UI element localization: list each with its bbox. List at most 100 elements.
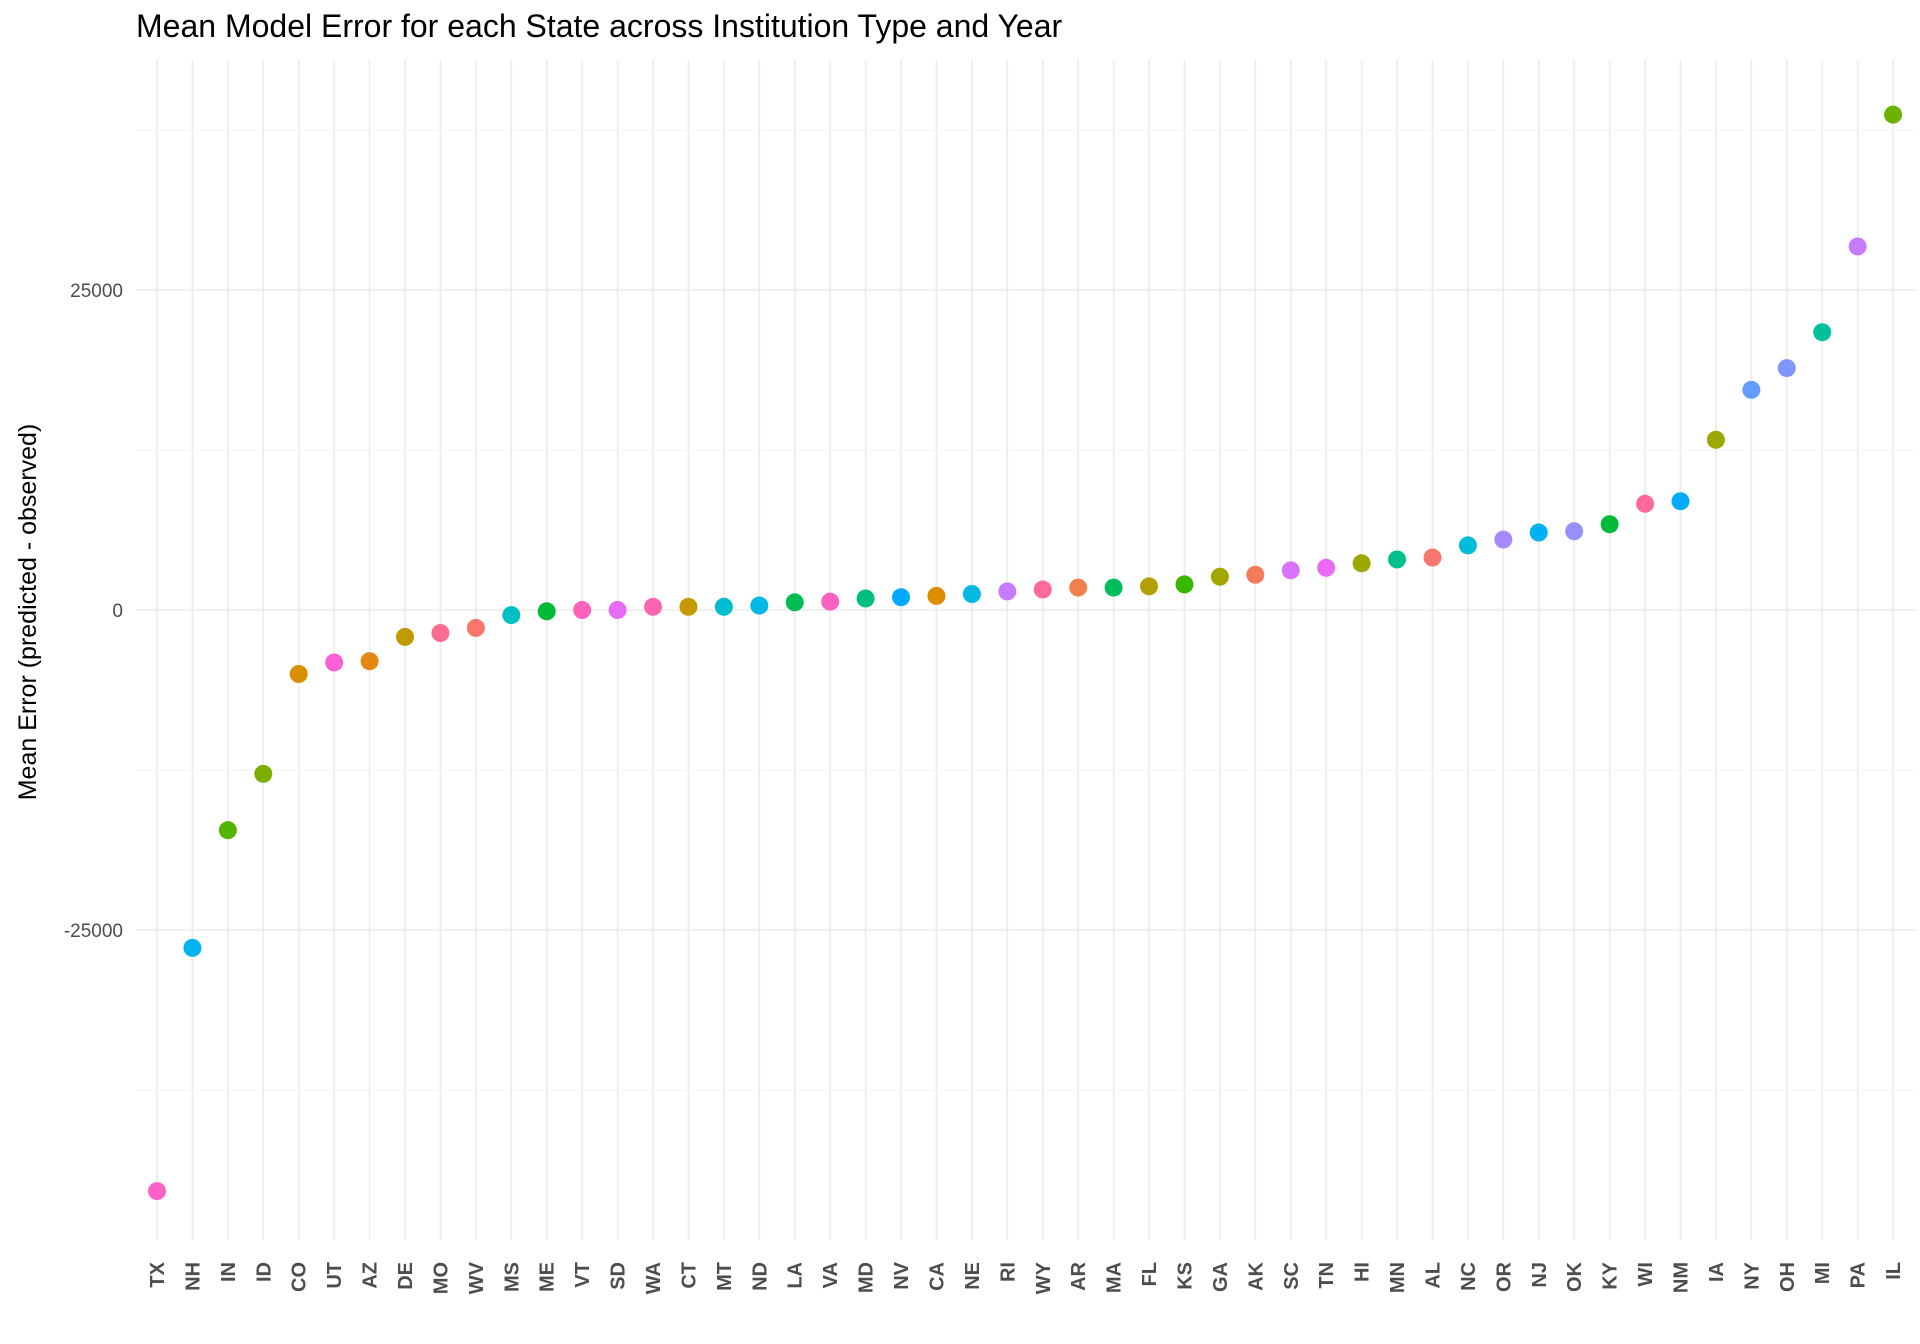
data-point-nc — [1458, 536, 1477, 555]
data-point-wa — [644, 597, 663, 616]
data-point-ks — [1175, 575, 1194, 594]
x-tick-label: NV — [891, 1261, 913, 1289]
data-point-ma — [1104, 578, 1123, 597]
x-tick-label: MA — [1104, 1262, 1126, 1293]
x-tick-label: AL — [1422, 1262, 1444, 1289]
data-point-nv — [892, 588, 911, 607]
data-point-la — [785, 593, 804, 612]
data-point-oh — [1777, 359, 1796, 378]
x-tick-label: OR — [1493, 1261, 1515, 1292]
x-tick-label: IL — [1883, 1262, 1905, 1280]
data-point-ca — [927, 586, 946, 605]
x-tick-label: SC — [1281, 1262, 1303, 1290]
data-point-ct — [679, 597, 698, 616]
y-tick-label: -25000 — [64, 921, 123, 942]
x-tick-label: MT — [714, 1262, 736, 1291]
data-point-ok — [1565, 522, 1584, 541]
data-point-sd — [608, 601, 627, 619]
data-point-ia — [1706, 430, 1725, 449]
x-tick-label: CA — [926, 1262, 948, 1291]
data-point-co — [289, 665, 308, 683]
y-tick-label: 0 — [112, 601, 123, 622]
x-tick-label: AZ — [360, 1262, 382, 1289]
x-tick-label: NY — [1741, 1261, 1763, 1289]
data-point-ak — [1246, 565, 1265, 584]
x-tick-label: WA — [643, 1262, 665, 1294]
x-tick-label: FL — [1139, 1262, 1161, 1286]
x-tick-label: GA — [1210, 1262, 1232, 1292]
data-point-mt — [714, 597, 733, 616]
data-point-vt — [573, 601, 592, 619]
x-tick-label: TN — [1316, 1262, 1338, 1289]
x-tick-label: HI — [1352, 1262, 1374, 1282]
x-tick-label: NC — [1458, 1262, 1480, 1291]
data-point-mi — [1813, 323, 1832, 342]
x-tick-label: RI — [997, 1262, 1019, 1282]
data-point-wy — [1033, 580, 1052, 599]
x-tick-label: UT — [324, 1262, 346, 1289]
grid-layer — [136, 60, 1916, 1240]
x-tick-label: MS — [501, 1262, 523, 1292]
data-point-il — [1884, 105, 1903, 124]
x-tick-labels: TX NH IN ID CO UT AZ DE MO WV MS ME VT SD WA CT MT ND LA VA… — [147, 1261, 1905, 1294]
data-point-va — [821, 592, 840, 611]
x-tick-label: MI — [1812, 1262, 1834, 1284]
x-tick-label: KY — [1600, 1261, 1622, 1289]
data-point-mn — [1388, 550, 1407, 569]
data-point-ga — [1210, 567, 1229, 586]
data-point-ar — [1069, 578, 1088, 597]
x-tick-label: KS — [1174, 1262, 1196, 1290]
data-point-hi — [1352, 554, 1371, 573]
x-tick-label: VT — [572, 1262, 594, 1288]
x-tick-label: AR — [1068, 1261, 1090, 1290]
x-tick-label: MO — [430, 1262, 452, 1294]
data-point-az — [360, 652, 379, 671]
data-point-nj — [1529, 523, 1548, 542]
data-point-or — [1494, 530, 1513, 549]
x-tick-label: IN — [218, 1262, 240, 1282]
x-tick-label: DE — [395, 1262, 417, 1290]
data-point-nm — [1671, 492, 1690, 511]
x-tick-label: PA — [1848, 1262, 1870, 1288]
data-point-sc — [1281, 561, 1300, 580]
x-tick-label: CT — [678, 1262, 700, 1289]
y-tick-labels: -25000 0 25000 — [64, 281, 123, 942]
x-tick-label: IA — [1706, 1262, 1728, 1282]
data-point-me — [537, 602, 556, 621]
x-tick-label: LA — [785, 1262, 807, 1289]
data-point-ms — [502, 606, 521, 625]
x-tick-label: ME — [537, 1262, 559, 1292]
x-tick-label: NE — [962, 1262, 984, 1290]
data-point-tn — [1317, 558, 1336, 577]
data-point-al — [1423, 548, 1442, 567]
y-tick-label: 25000 — [70, 281, 123, 302]
data-point-tx — [148, 1182, 166, 1201]
data-point-ri — [998, 582, 1017, 601]
data-points — [148, 105, 1903, 1201]
x-tick-label: OH — [1777, 1262, 1799, 1292]
x-tick-label: MN — [1387, 1262, 1409, 1293]
data-point-in — [218, 821, 237, 840]
chart-title: Mean Model Error for each State across I… — [136, 8, 1063, 44]
x-tick-label: VA — [820, 1262, 842, 1288]
x-tick-label: WI — [1635, 1262, 1657, 1286]
x-tick-label: ND — [749, 1262, 771, 1291]
data-point-ky — [1600, 515, 1619, 534]
data-point-pa — [1848, 237, 1867, 256]
data-point-wv — [466, 618, 485, 637]
x-tick-label: WV — [466, 1261, 488, 1294]
data-point-fl — [1140, 577, 1159, 596]
x-tick-label: CO — [289, 1262, 311, 1292]
y-axis-label: Mean Error (predicted - observed) — [14, 424, 42, 801]
x-tick-label: SD — [608, 1262, 630, 1290]
data-point-nd — [750, 596, 769, 615]
data-point-wi — [1636, 494, 1655, 513]
data-point-id — [254, 764, 273, 783]
data-point-nh — [183, 938, 202, 957]
x-tick-label: ID — [253, 1262, 275, 1282]
data-point-ne — [962, 585, 981, 603]
x-tick-label: MD — [856, 1262, 878, 1293]
x-tick-label: AK — [1245, 1261, 1267, 1290]
data-point-ut — [325, 653, 344, 672]
